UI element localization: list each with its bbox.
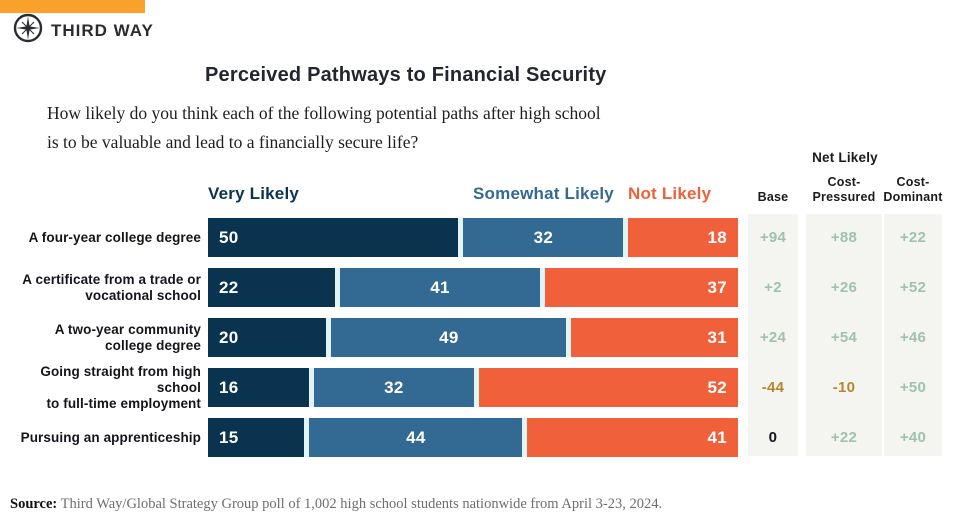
- bar-value: 52: [707, 377, 727, 397]
- bar-value: 50: [219, 227, 239, 247]
- top-accent-bar: [0, 0, 145, 13]
- bar-value: 41: [707, 427, 727, 447]
- net-value: +24: [759, 329, 787, 346]
- net-value: -44: [761, 379, 785, 396]
- bar-value: 41: [430, 277, 450, 297]
- source-note: Source: Third Way/Global Strategy Group …: [10, 496, 662, 513]
- net-column-base: +94 +2 +24 -44 0: [748, 214, 798, 456]
- bar-segment-not-likely: 31: [571, 318, 738, 357]
- survey-question: How likely do you think each of the foll…: [47, 103, 601, 152]
- source-label: Source:: [10, 496, 58, 512]
- net-value: +88: [830, 229, 858, 246]
- net-value: 0: [768, 429, 778, 446]
- bar-segment-very-likely: 20: [208, 318, 327, 357]
- net-value: +50: [899, 379, 927, 396]
- bar-value: 32: [384, 377, 404, 397]
- row-label: Going straight from high school to full-…: [40, 363, 201, 411]
- net-column-cost-dominant: +22 +52 +46 +50 +40: [884, 214, 942, 456]
- net-value: +22: [830, 429, 858, 446]
- legend-item-somewhat-likely: Somewhat Likely: [473, 184, 614, 203]
- bar-segment-very-likely: 16: [208, 368, 309, 407]
- page-title: Perceived Pathways to Financial Security: [205, 64, 607, 86]
- bar-value: 44: [406, 427, 426, 447]
- bar-segment-not-likely: 37: [544, 268, 738, 307]
- net-value: +94: [759, 229, 787, 246]
- bar-value: 16: [219, 377, 239, 397]
- net-value: +26: [830, 279, 858, 296]
- row-labels: A four-year college degree A certificate …: [0, 218, 201, 468]
- bar-segment-not-likely: 41: [527, 418, 738, 457]
- bar-segment-very-likely: 15: [208, 418, 305, 457]
- bar-segment-somewhat-likely: 49: [331, 318, 567, 357]
- bar-value: 20: [219, 327, 239, 347]
- bar-segment-somewhat-likely: 44: [309, 418, 523, 457]
- net-value: +2: [764, 279, 782, 296]
- row-label: Pursuing an apprenticeship: [20, 429, 201, 445]
- bar-value: 32: [533, 227, 554, 247]
- brand-name: THIRD WAY: [51, 20, 154, 40]
- net-value: +54: [830, 329, 858, 346]
- compass-icon: [13, 13, 43, 48]
- bar-row: 15 44 41: [208, 418, 738, 457]
- row-label: A certificate from a trade or vocational…: [22, 271, 201, 303]
- legend-item-very-likely: Very Likely: [208, 184, 300, 203]
- bar-chart: 50 32 18 22 41 37 20 49 31 16 32 52 15 44 41: [208, 218, 739, 468]
- legend-item-not-likely: Not Likely: [628, 184, 712, 203]
- source-text: Third Way/Global Strategy Group poll of …: [57, 496, 663, 512]
- row-label: A two-year community college degree: [54, 321, 201, 353]
- bar-segment-not-likely: 52: [478, 368, 738, 407]
- bar-row: 22 41 37: [208, 268, 738, 307]
- bar-value: 18: [707, 227, 728, 247]
- net-value: +46: [899, 329, 927, 346]
- bar-segment-somewhat-likely: 32: [463, 218, 624, 257]
- net-value: +40: [899, 429, 927, 446]
- row-label: A four-year college degree: [28, 229, 201, 245]
- net-column-header-cost-dominant: Cost- Dominant: [883, 175, 943, 204]
- bar-segment-very-likely: 50: [208, 218, 459, 257]
- net-column-header-base: Base: [757, 190, 789, 204]
- brand-logo: THIRD WAY: [13, 13, 154, 48]
- net-value: +22: [899, 229, 927, 246]
- bar-segment-very-likely: 22: [208, 268, 336, 307]
- net-value: +52: [899, 279, 927, 296]
- bar-value: 22: [219, 277, 239, 297]
- bar-value: 49: [439, 327, 459, 347]
- bar-segment-somewhat-likely: 41: [340, 268, 540, 307]
- bar-value: 37: [707, 277, 727, 297]
- net-column-header-cost-pressured: Cost- Pressured: [812, 175, 876, 204]
- net-value: -10: [832, 379, 856, 396]
- bar-row: 50 32 18: [208, 218, 739, 257]
- bar-value: 15: [219, 427, 239, 447]
- bar-row: 16 32 52: [208, 368, 738, 407]
- bar-segment-somewhat-likely: 32: [313, 368, 474, 407]
- net-likely-header: Net Likely: [812, 150, 878, 165]
- bar-segment-not-likely: 18: [628, 218, 739, 257]
- bar-value: 31: [707, 327, 727, 347]
- bar-row: 20 49 31: [208, 318, 738, 357]
- net-column-cost-pressured: +88 +26 +54 -10 +22: [806, 214, 882, 456]
